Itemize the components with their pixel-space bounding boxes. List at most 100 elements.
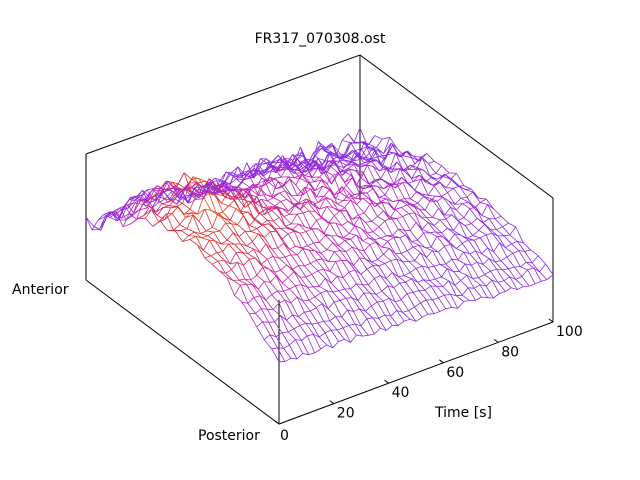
mesh-line [417, 282, 426, 291]
mesh-line [154, 194, 163, 204]
mesh-line [377, 253, 384, 260]
mesh-line [231, 262, 238, 270]
mesh-line [299, 198, 307, 210]
mesh-line [505, 287, 512, 292]
mesh-line [427, 222, 436, 233]
mesh-line [269, 275, 277, 283]
mesh-line [430, 236, 438, 248]
x-axis-label: Time [s] [434, 405, 492, 421]
mesh-line [359, 257, 368, 270]
mesh-line [347, 309, 354, 312]
mesh-line [518, 250, 527, 263]
mesh-line [506, 252, 514, 258]
mesh-line [366, 317, 373, 320]
mesh-line [508, 268, 517, 280]
mesh-line [404, 155, 413, 159]
mesh-line [256, 274, 265, 282]
mesh-line [292, 168, 301, 179]
mesh-line [281, 331, 289, 334]
mesh-line [377, 210, 384, 217]
mesh-line [471, 261, 478, 266]
mesh-line [330, 282, 339, 292]
mesh-line [122, 223, 131, 228]
surface-mesh [85, 127, 554, 363]
mesh-line [371, 220, 380, 228]
mesh-line [220, 239, 228, 245]
mesh-line [362, 237, 369, 242]
mesh-line [267, 200, 276, 207]
mesh-line [268, 268, 277, 277]
mesh-line [231, 185, 239, 192]
mesh-line [491, 280, 500, 294]
mesh-line [387, 183, 396, 189]
mesh-line [291, 195, 299, 204]
mesh-line [428, 194, 436, 197]
mesh-line [275, 336, 284, 349]
mesh-line [471, 218, 478, 224]
mesh-line [324, 278, 334, 293]
mesh-line [192, 192, 201, 196]
mesh-line [490, 270, 499, 283]
mesh-line [155, 203, 163, 213]
mesh-line [322, 151, 331, 165]
mesh-line [362, 284, 371, 294]
mesh-line [410, 164, 418, 169]
mesh-line [417, 232, 424, 241]
time-tick-label: 20 [337, 406, 355, 422]
mesh-line [133, 199, 142, 213]
mesh-line [286, 320, 295, 330]
mesh-line [374, 135, 383, 140]
mesh-line [280, 264, 287, 271]
mesh-line [515, 279, 524, 287]
mesh-line [284, 256, 293, 270]
mesh-line [487, 247, 496, 262]
mesh-line [267, 177, 276, 182]
mesh-line [253, 249, 262, 265]
mesh-line [329, 222, 338, 236]
mesh-line [386, 168, 395, 185]
mesh-line [173, 224, 180, 231]
mesh-line [436, 235, 443, 238]
time-tick [493, 338, 499, 343]
mesh-line [332, 290, 339, 293]
mesh-line [282, 176, 289, 188]
mesh-line [215, 240, 222, 245]
mesh-line [266, 309, 275, 323]
mesh-line [264, 210, 272, 215]
mesh-line [323, 268, 330, 272]
mesh-line [351, 297, 360, 310]
mesh-line [206, 185, 215, 195]
mesh-line [267, 219, 274, 222]
mesh-line [142, 189, 149, 204]
mesh-line [380, 168, 387, 179]
mesh-line [200, 233, 208, 236]
mesh-line [366, 192, 375, 207]
mesh-line [395, 253, 403, 262]
mesh-line [506, 256, 515, 268]
mesh-line [196, 244, 206, 259]
mesh-line [282, 179, 291, 188]
mesh-line [399, 282, 408, 294]
mesh-line [253, 198, 262, 204]
mesh-line [168, 198, 176, 207]
mesh-line [311, 167, 319, 178]
mesh-line [299, 322, 306, 326]
mesh-line [458, 263, 466, 272]
mesh-line [311, 270, 319, 275]
mesh-line [395, 299, 402, 303]
mesh-line [396, 184, 405, 199]
mesh-line [345, 210, 355, 226]
time-tick-label: 80 [501, 344, 519, 360]
mesh-line [274, 272, 283, 284]
mesh-line [415, 265, 423, 269]
mesh-line [369, 203, 378, 217]
mesh-line [414, 212, 423, 230]
mesh-line [253, 219, 262, 226]
mesh-line [500, 260, 509, 269]
mesh-line [368, 180, 377, 185]
mesh-line [240, 170, 249, 179]
mesh-line [289, 285, 296, 290]
mesh-line [271, 159, 280, 164]
mesh-line [412, 290, 420, 293]
mesh-line [450, 206, 457, 211]
